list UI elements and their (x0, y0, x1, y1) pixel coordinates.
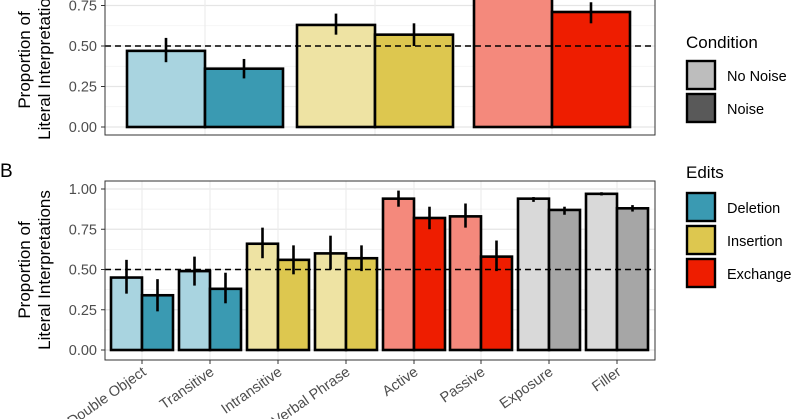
x-tick-label: Intransitive (219, 364, 286, 417)
panel-a: 0.00 0.25 0.50 0.75 Proportion of Literal I… (15, 0, 656, 140)
x-tick-label: Transitive (157, 364, 217, 413)
x-tick-label: Verbal Phrase (269, 364, 353, 419)
legend-key-noise (685, 92, 717, 124)
bar-double-object-no-noise (109, 276, 144, 352)
legend-label: Exchange (727, 267, 792, 283)
panel-b-x-ticks: Double Object Transitive IntransitiveVerba… (65, 360, 624, 419)
legend-label: No Noise (727, 69, 787, 85)
y-tick-label: 0.25 (69, 303, 97, 319)
panel-a-ylabel-line2: Literal Interpretations (35, 0, 54, 140)
panel-b-frame (104, 180, 656, 361)
bar-exposure-noise (547, 208, 582, 352)
panel-b-bars (109, 190, 650, 352)
bar-double-object-noise (140, 293, 175, 352)
bar-active-noise (412, 216, 447, 352)
legend-key-insertion (685, 224, 717, 256)
legend-label: Deletion (727, 201, 780, 217)
legend-key-deletion (685, 191, 717, 223)
bar-filler-no-noise (584, 192, 619, 352)
bar-filler-noise (615, 207, 650, 352)
x-tick-label: Passive (438, 364, 489, 406)
legend-condition: Condition No Noise Noise (685, 33, 787, 124)
x-tick-label: Double Object (65, 364, 149, 419)
bar-insertion-noise (373, 33, 455, 129)
x-tick-label: Active (380, 364, 422, 400)
y-tick-label: 0.25 (69, 80, 97, 96)
bar-insertion-no-noise (295, 23, 377, 129)
bar-passive-no-noise (448, 215, 483, 352)
panel-a-bars (125, 0, 632, 129)
bar-intransitive-noise (276, 258, 311, 352)
panel-a-frame (104, 0, 656, 136)
bar-intransitive-no-noise (245, 242, 280, 352)
bar-deletion-no-noise (125, 49, 207, 129)
legend-edits: Edits Deletion Insertion Exchange (685, 163, 792, 289)
bar-active-no-noise (381, 197, 416, 352)
y-tick-label: 1.00 (69, 182, 97, 198)
y-tick-label: 0.75 (69, 222, 97, 238)
bar-exchange-no-noise (472, 0, 554, 129)
x-tick-label: Exposure (497, 364, 556, 412)
panel-b-y-ticks: 0.00 0.25 0.50 0.75 1.00 (69, 182, 105, 359)
bar-verbal-phrase-noise (344, 256, 379, 352)
panel-b-tag: B (0, 161, 13, 182)
bar-exchange-noise (550, 10, 632, 129)
legend-label: Noise (727, 102, 764, 118)
panel-b-ylabel-line2: Literal Interpretations (35, 190, 54, 350)
x-tick-label: Filler (589, 364, 624, 395)
y-tick-label: 0.50 (69, 39, 97, 55)
y-tick-label: 0.50 (69, 263, 97, 279)
legend-condition-title: Condition (686, 33, 758, 52)
legend-label: Insertion (727, 234, 783, 250)
y-tick-label: 0.00 (69, 120, 97, 136)
bar-passive-noise (479, 255, 514, 352)
legend-edits-title: Edits (686, 163, 724, 182)
panel-b-ylabel-line1: Proportion of (15, 221, 34, 319)
y-tick-label: 0.00 (69, 343, 97, 359)
y-tick-label: 0.75 (69, 0, 97, 15)
panel-a-y-ticks: 0.00 0.25 0.50 0.75 (69, 0, 105, 136)
legend-key-no-noise (685, 59, 717, 91)
bar-exposure-no-noise (516, 197, 551, 352)
legend-key-exchange (685, 257, 717, 289)
panel-a-ylabel-line1: Proportion of (15, 11, 34, 109)
panel-b: B 0.00 0.25 0.50 0.75 1.00 Double Object Tran… (0, 161, 656, 419)
